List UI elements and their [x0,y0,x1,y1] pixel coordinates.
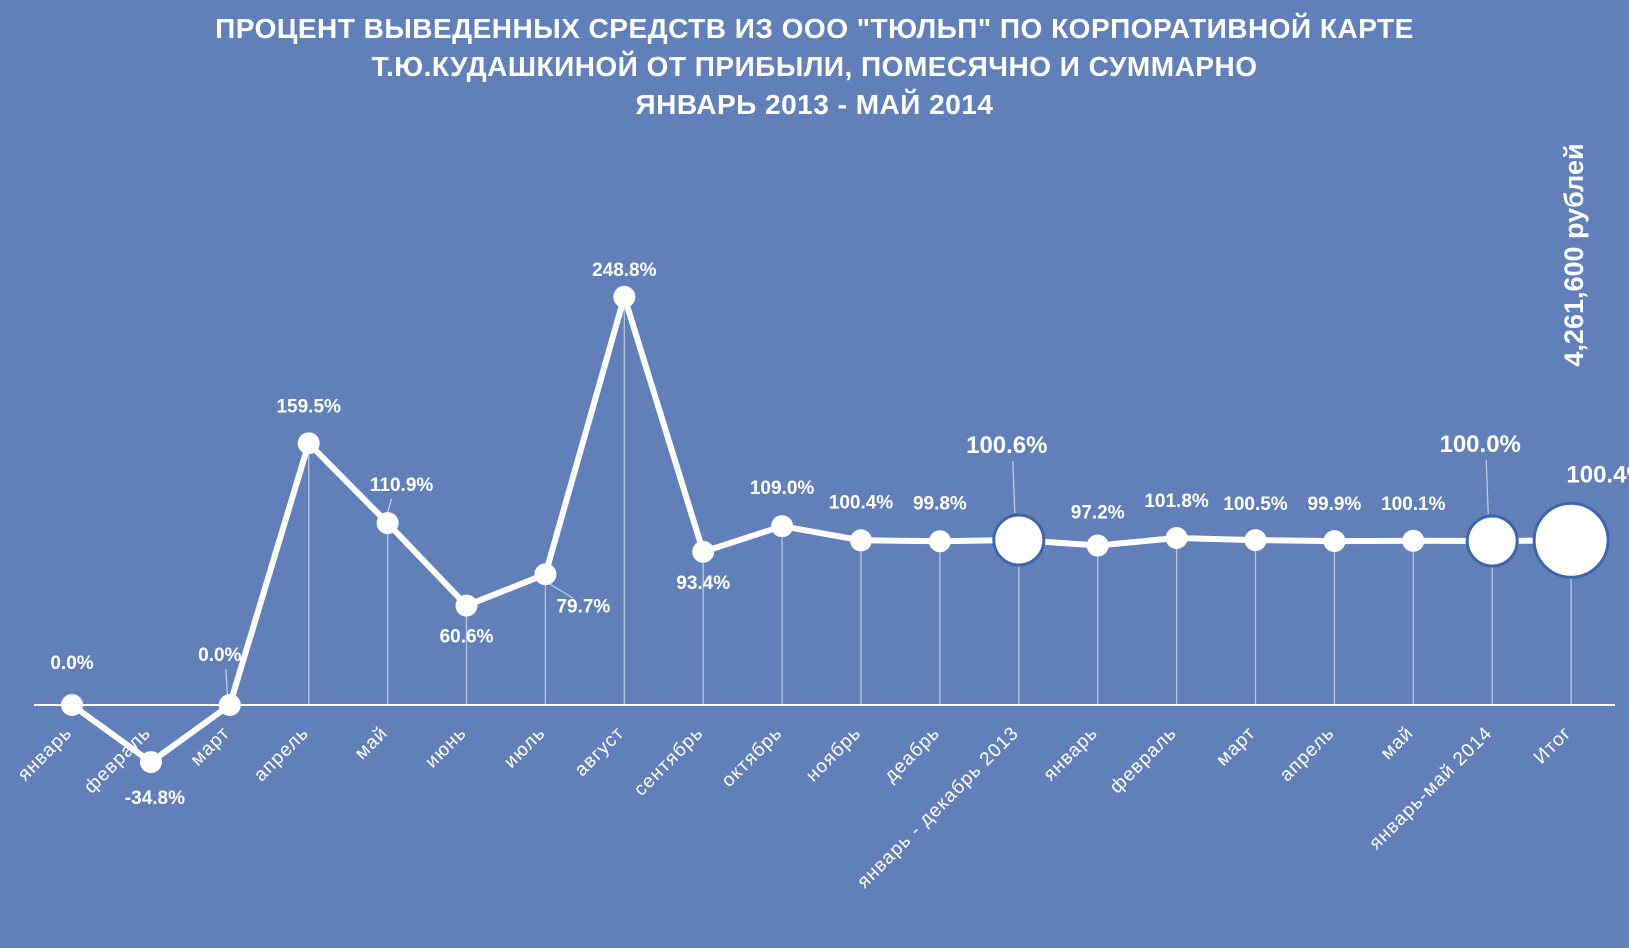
data-point-marker [1165,526,1188,549]
data-label: 0.0% [198,645,241,666]
data-label: 248.8% [592,260,657,281]
data-label: 110.9% [370,475,433,496]
x-tick-label: январь [1040,723,1103,786]
x-tick-label: июнь [421,723,471,773]
data-label: 100.0% [1439,431,1520,458]
x-tick-label: деабрь [880,723,944,787]
data-labels: 0.0% -34.8% 0.0% 159.5% 110.9% 60.6% 79.7% 248.… [50,260,1629,809]
data-label: 100.1% [1381,494,1446,515]
data-label: 97.2% [1071,503,1125,524]
x-tick-label: октябрь [718,723,787,792]
chart-title-line-1: ПРОЦЕНТ ВЫВЕДЕННЫХ СРЕДСТВ ИЗ ООО "ТЮЛЬП… [215,13,1414,44]
data-label: 100.6% [966,432,1047,459]
label-leader-line [1012,460,1016,513]
data-label: 79.7% [556,596,610,617]
data-label: 100.4% [1566,461,1629,488]
data-point-marker [139,751,162,774]
data-point-marker [1086,534,1109,557]
x-tick-label: август [571,723,629,781]
data-point-marker [613,285,636,308]
data-point-marker [1532,501,1610,579]
data-label: 99.9% [1307,494,1361,515]
data-label: 101.8% [1144,491,1209,512]
data-point-marker [928,530,951,553]
total-amount-note: 4,261,600 рублей [1559,143,1589,366]
x-tick-label: январь [14,723,77,786]
drop-lines [308,307,1572,705]
x-tick-label: апрель [1276,723,1339,786]
data-point-marker [1402,529,1425,552]
x-tick-label: Итог [1530,723,1576,769]
series-line [69,293,1575,766]
data-label: -34.8% [125,788,185,809]
x-tick-label: февраль [1106,723,1181,798]
data-point-marker [992,513,1046,567]
x-tick-label: апрель [250,723,313,786]
data-point-marker [1465,514,1519,568]
chart-title-line-3: ЯНВАРЬ 2013 - МАЙ 2014 [635,89,994,120]
data-point-marker [61,694,83,716]
x-tick-label: ноябрь [802,723,865,786]
data-label: 109.0% [750,478,815,499]
data-point-marker [376,512,399,535]
data-label: 93.4% [676,573,730,594]
data-point-marker [1323,530,1346,553]
x-tick-label: январь - декабрь 2013 [853,723,1023,893]
x-tick-label: май [351,723,392,764]
x-tick-label: июль [500,723,550,773]
chart-title-line-2: Т.Ю.КУДАШКИНОЙ ОТ ПРИБЫЛИ, ПОМЕСЯЧНО И С… [371,51,1258,82]
data-label: 99.8% [913,493,967,514]
x-tick-label: сентябрь [630,723,708,801]
chart-title: ПРОЦЕНТ ВЫВЕДЕННЫХ СРЕДСТВ ИЗ ООО "ТЮЛЬП… [0,10,1629,124]
x-axis-tick-labels: январь февраль март апрель май июнь июль август… [14,723,1576,893]
data-label: 0.0% [50,653,93,674]
data-point-marker [850,529,872,552]
data-label: 159.5% [276,396,341,417]
data-label: 100.4% [829,492,894,513]
data-point-marker [771,515,794,538]
data-point-marker [455,594,478,617]
x-tick-label: май [1377,723,1418,764]
label-leader-line [1485,459,1489,514]
data-point-marker [297,432,320,455]
data-point-marker [534,563,557,586]
data-point-marker [692,540,715,563]
data-label: 100.5% [1223,494,1288,515]
data-point-marker [1244,529,1267,552]
data-point-marker [218,694,241,716]
data-label: 60.6% [440,627,494,648]
x-tick-label: март [1212,723,1260,771]
data-markers [61,285,1610,774]
